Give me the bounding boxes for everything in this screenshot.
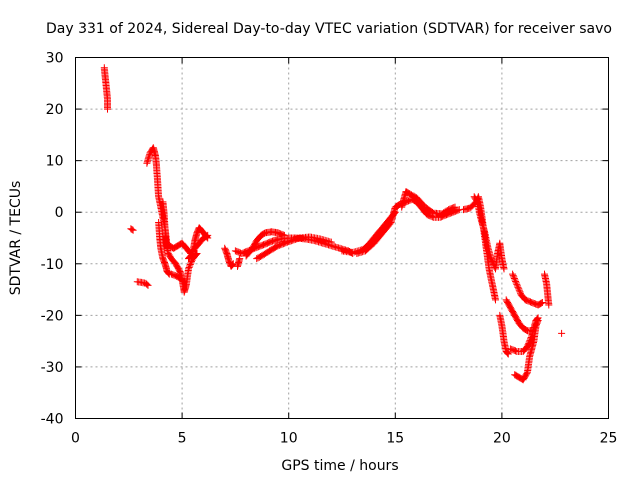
data-points xyxy=(100,64,566,384)
x-tick-label: 10 xyxy=(280,431,298,447)
y-tick-label: 20 xyxy=(46,102,64,118)
y-tick-label: 0 xyxy=(55,205,64,221)
plus-markers xyxy=(100,64,566,384)
x-axis-label: GPS time / hours xyxy=(281,458,398,474)
y-tick-label: -40 xyxy=(41,412,64,428)
x-tick-label: 20 xyxy=(493,431,511,447)
x-tick-label: 25 xyxy=(600,431,618,447)
y-tick-label: 30 xyxy=(46,51,64,67)
grid xyxy=(75,57,609,419)
x-tick-label: 5 xyxy=(178,431,187,447)
x-tick-label: 0 xyxy=(71,431,80,447)
y-tick-label: -30 xyxy=(41,360,64,376)
y-axis-label: SDTVAR / TECUs xyxy=(8,181,24,296)
x-tick-label: 15 xyxy=(386,431,404,447)
chart-title: Day 331 of 2024, Sidereal Day-to-day VTE… xyxy=(46,21,612,37)
axes: 0 5 10 15 20 25 -40 -30 -20 -10 0 10 20 30 xyxy=(41,51,618,447)
y-tick-label: -10 xyxy=(41,257,64,273)
y-tick-label: -20 xyxy=(41,308,64,324)
plot-frame xyxy=(75,57,609,419)
y-tick-label: 10 xyxy=(46,154,64,170)
